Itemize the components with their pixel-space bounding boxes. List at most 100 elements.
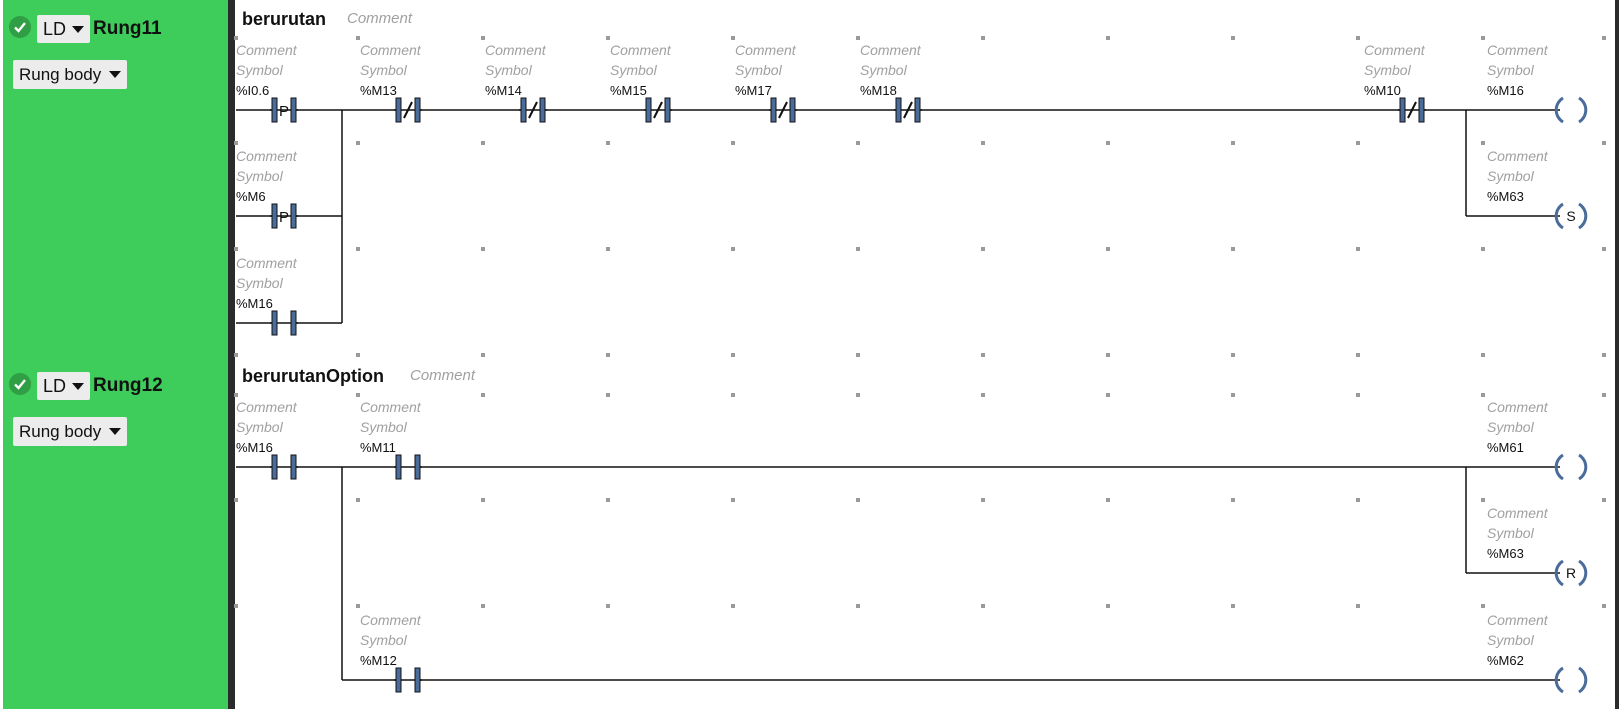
element-comment: Comment xyxy=(485,42,547,58)
grid-dot xyxy=(1356,247,1360,251)
grid-dot xyxy=(731,247,735,251)
contact-bar-right xyxy=(290,203,297,229)
grid-dot xyxy=(1602,604,1606,608)
grid-dot xyxy=(1231,498,1235,502)
element-comment: Comment xyxy=(1487,399,1549,415)
grid-dot xyxy=(981,498,985,502)
contact-m15[interactable] xyxy=(644,97,672,123)
contact-nc-slash xyxy=(403,101,413,119)
grid-dot xyxy=(1356,36,1360,40)
coil-m63[interactable]: R xyxy=(1554,559,1588,587)
contact-m12[interactable] xyxy=(394,667,422,693)
element-labels: Comment Symbol %M14 xyxy=(485,42,547,98)
contact-m16[interactable] xyxy=(270,310,298,336)
contact-bar-right xyxy=(914,97,921,123)
element-address: %M62 xyxy=(1487,653,1524,668)
contact-i0.6[interactable]: P xyxy=(270,97,298,123)
rung-comment[interactable]: Comment xyxy=(347,10,413,27)
element-address: %M14 xyxy=(485,83,522,98)
grid-dot xyxy=(1231,141,1235,145)
ladder-diagram-rung-11: CommentSymbol%I0.6PCommentSymbol%M13Comm… xyxy=(234,36,1606,357)
chevron-down-icon xyxy=(109,71,122,78)
grid-dot xyxy=(731,353,735,357)
element-comment: Comment xyxy=(1364,42,1426,58)
coil-right-arc xyxy=(1578,202,1588,230)
element-address: %M17 xyxy=(735,83,772,98)
element-labels: Comment Symbol %M18 xyxy=(860,42,922,98)
element-address: %M15 xyxy=(610,83,647,98)
contact-m10[interactable] xyxy=(1398,97,1426,123)
element-address: %M16 xyxy=(1487,83,1524,98)
coil-right-arc xyxy=(1578,96,1588,124)
coil-m61[interactable] xyxy=(1554,453,1588,481)
grid-dot xyxy=(606,36,610,40)
rung-comment[interactable]: Comment xyxy=(410,367,476,384)
contact-bar-right xyxy=(290,97,297,123)
contact-m11[interactable] xyxy=(394,454,422,480)
coil-right-arc xyxy=(1578,666,1588,694)
grid-dots xyxy=(234,393,1606,608)
grid-dot xyxy=(356,36,360,40)
element-comment: Comment xyxy=(360,42,422,58)
coil-m62[interactable] xyxy=(1554,666,1588,694)
grid-dot xyxy=(731,604,735,608)
grid-dot xyxy=(356,247,360,251)
contact-m16[interactable] xyxy=(270,454,298,480)
element-symbol: Symbol xyxy=(735,62,783,78)
element-comment: Comment xyxy=(860,42,922,58)
contact-m13[interactable] xyxy=(394,97,422,123)
rung-view-dropdown[interactable]: Rung body xyxy=(13,417,128,446)
element-labels: Comment Symbol %M12 xyxy=(360,612,422,668)
element-labels: Comment Symbol %M15 xyxy=(610,42,672,98)
grid-dot xyxy=(1602,393,1606,397)
language-dropdown[interactable]: LD xyxy=(37,372,91,400)
grid-dot xyxy=(731,393,735,397)
contact-m6[interactable]: P xyxy=(270,203,298,229)
element-address: %M61 xyxy=(1487,440,1524,455)
coil-m16[interactable] xyxy=(1554,96,1588,124)
element-symbol: Symbol xyxy=(236,168,284,184)
contact-bar-left xyxy=(520,97,527,123)
element-labels: Comment Symbol %M63 xyxy=(1487,148,1549,204)
contact-m17[interactable] xyxy=(769,97,797,123)
element-symbol: Symbol xyxy=(236,419,284,435)
grid-dot xyxy=(481,353,485,357)
grid-dot xyxy=(1356,141,1360,145)
element-symbol: Symbol xyxy=(1487,419,1535,435)
grid-dot xyxy=(1481,247,1485,251)
grid-dot xyxy=(606,393,610,397)
contact-nc-slash xyxy=(778,101,788,119)
grid-dot xyxy=(481,498,485,502)
coil-right-arc xyxy=(1578,559,1588,587)
grid-dot xyxy=(1106,141,1110,145)
language-label: LD xyxy=(43,375,67,396)
contact-m14[interactable] xyxy=(519,97,547,123)
rung-right-edge xyxy=(1615,357,1619,709)
element-address: %M11 xyxy=(360,440,396,455)
grid-dot xyxy=(481,141,485,145)
grid-dot xyxy=(234,141,238,145)
rung-view-dropdown[interactable]: Rung body xyxy=(13,60,128,89)
grid-dot xyxy=(731,498,735,502)
element-symbol: Symbol xyxy=(1364,62,1412,78)
grid-dot xyxy=(856,141,860,145)
element-symbol: Symbol xyxy=(610,62,658,78)
rung-separator xyxy=(228,0,235,357)
rung-title[interactable]: berurutan xyxy=(242,9,327,29)
grid-dot xyxy=(1231,393,1235,397)
check-icon xyxy=(9,373,31,395)
contact-bar-right xyxy=(1418,97,1425,123)
element-labels: Comment Symbol %M16 xyxy=(236,255,298,311)
rung-title[interactable]: berurutanOption xyxy=(242,366,384,386)
rung-12-header-panel: LD Rung12 Rung body xyxy=(3,357,228,709)
grid-dot xyxy=(1356,353,1360,357)
contact-bar-right xyxy=(414,97,421,123)
contact-bar-left xyxy=(395,97,402,123)
grid-dot xyxy=(1231,247,1235,251)
contact-m18[interactable] xyxy=(894,97,922,123)
grid-dot xyxy=(981,393,985,397)
contact-bar-right xyxy=(539,97,546,123)
language-dropdown[interactable]: LD xyxy=(37,15,91,43)
coil-m63[interactable]: S xyxy=(1554,202,1588,230)
contact-bar-left xyxy=(395,667,402,693)
